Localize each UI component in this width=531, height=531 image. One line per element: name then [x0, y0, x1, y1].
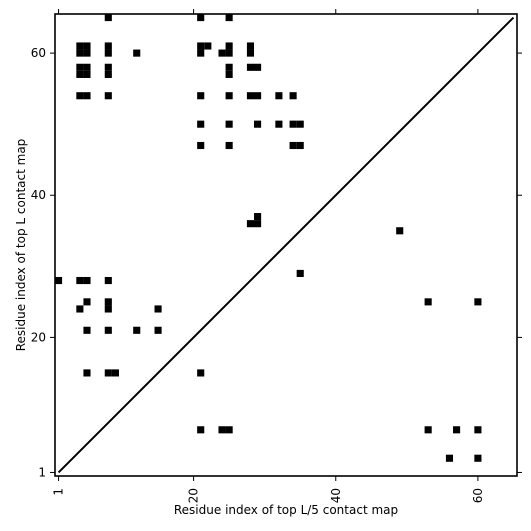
y-axis-label: Residue index of top L contact map — [14, 139, 28, 352]
contact-cell-top-l5 — [197, 369, 205, 377]
contact-cell-top-l — [246, 49, 255, 57]
contact-cell-top-l — [104, 49, 112, 57]
contact-cell-top-l — [104, 63, 112, 71]
contact-cell-top-l — [83, 63, 91, 71]
contact-cell-top-l — [104, 14, 112, 22]
contact-cell-top-l — [197, 42, 205, 50]
contact-cell-top-l — [225, 70, 233, 78]
contact-cell-top-l — [76, 49, 84, 57]
contact-cell-top-l — [76, 92, 84, 100]
contact-cell-top-l5 — [154, 305, 162, 313]
contact-cell-top-l5 — [218, 426, 226, 434]
contact-cell-top-l — [254, 213, 262, 221]
contact-cell-top-l — [289, 141, 297, 150]
contact-cell-top-l5 — [76, 305, 84, 313]
contact-cell-top-l — [289, 120, 297, 128]
contact-cell-top-l5 — [104, 298, 112, 306]
contact-cell-top-l — [83, 92, 91, 100]
x-tick-label: 1 — [52, 488, 66, 496]
contact-cell-top-l — [197, 141, 205, 150]
contact-cell-top-l5 — [453, 426, 461, 434]
contact-cell-top-l — [225, 63, 233, 71]
contact-cell-top-l — [133, 49, 141, 57]
contact-cell-top-l — [104, 42, 112, 50]
contact-cell-top-l5 — [83, 326, 91, 334]
y-tick-label: 40 — [31, 188, 46, 202]
contact-cell-top-l5 — [55, 276, 63, 285]
contact-cell-top-l — [83, 42, 91, 50]
diagonal-line — [57, 16, 515, 474]
y-tick-label: 20 — [31, 330, 46, 344]
contact-cell-top-l — [254, 220, 262, 228]
contact-cell-top-l — [197, 49, 205, 57]
contact-cell-top-l5 — [474, 298, 482, 306]
x-tick-label: 60 — [471, 488, 485, 503]
contact-cell-top-l5 — [474, 454, 482, 462]
axis-ticks: 1 20 40 60 1 20 40 60 — [31, 9, 522, 503]
contact-cell-top-l5 — [111, 369, 119, 377]
contact-cell-top-l — [104, 70, 112, 78]
contact-cell-top-l5 — [445, 454, 454, 462]
x-tick-label: 40 — [329, 488, 343, 503]
contact-cell-top-l5 — [133, 326, 141, 334]
plot-frame — [54, 13, 518, 477]
y-tick-label: 1 — [38, 465, 46, 479]
contact-cell-top-l5 — [104, 326, 112, 334]
contact-cell-top-l — [246, 42, 255, 50]
contact-cell-top-l5 — [225, 426, 233, 434]
contact-cell-top-l5 — [83, 276, 91, 285]
contact-cell-top-l — [225, 141, 233, 150]
contact-cell-top-l — [289, 92, 297, 100]
contact-cell-top-l — [275, 92, 283, 100]
contact-cell-top-l5 — [104, 276, 112, 285]
contact-cell-top-l — [197, 92, 205, 100]
contact-cell-top-l — [225, 14, 233, 22]
contact-cell-top-l — [396, 227, 404, 235]
contact-cell-top-l — [246, 63, 255, 71]
contact-cell-top-l — [197, 120, 205, 128]
contact-cell-top-l5 — [154, 326, 162, 334]
contact-cell-top-l — [204, 42, 212, 50]
contact-cell-top-l — [246, 92, 255, 100]
contact-cell-top-l — [225, 49, 233, 57]
contact-cells — [55, 14, 482, 462]
contact-cell-top-l — [76, 70, 84, 78]
contact-cell-top-l5 — [424, 426, 432, 434]
x-axis-label: Residue index of top L/5 contact map — [174, 503, 398, 517]
contact-cell-top-l5 — [474, 426, 482, 434]
contact-cell-top-l — [254, 63, 262, 71]
contact-cell-top-l — [218, 49, 226, 57]
contact-cell-top-l — [225, 42, 233, 50]
contact-cell-top-l — [197, 14, 205, 22]
contact-cell-top-l5 — [424, 298, 432, 306]
contact-cell-top-l — [296, 141, 304, 150]
contact-cell-top-l — [104, 92, 112, 100]
contact-cell-top-l5 — [104, 369, 112, 377]
contact-cell-top-l5 — [76, 276, 84, 285]
contact-cell-top-l5 — [83, 298, 91, 306]
contact-cell-top-l — [76, 42, 84, 50]
contact-cell-top-l — [254, 92, 262, 100]
contact-cell-top-l — [83, 70, 91, 78]
contact-cell-top-l — [225, 92, 233, 100]
contact-cell-top-l5 — [83, 369, 91, 377]
contact-cell-top-l5 — [296, 269, 304, 277]
contact-cell-top-l — [76, 63, 84, 71]
contact-cell-top-l — [246, 220, 255, 228]
contact-cell-top-l — [83, 49, 91, 57]
contact-cell-top-l5 — [104, 305, 112, 313]
contact-cell-top-l — [275, 120, 283, 128]
contact-cell-top-l — [225, 120, 233, 128]
y-tick-label: 60 — [31, 46, 46, 60]
contact-cell-top-l — [254, 120, 262, 128]
contact-cell-top-l5 — [197, 426, 205, 434]
x-tick-label: 20 — [187, 488, 201, 503]
contact-cell-top-l — [296, 120, 304, 128]
